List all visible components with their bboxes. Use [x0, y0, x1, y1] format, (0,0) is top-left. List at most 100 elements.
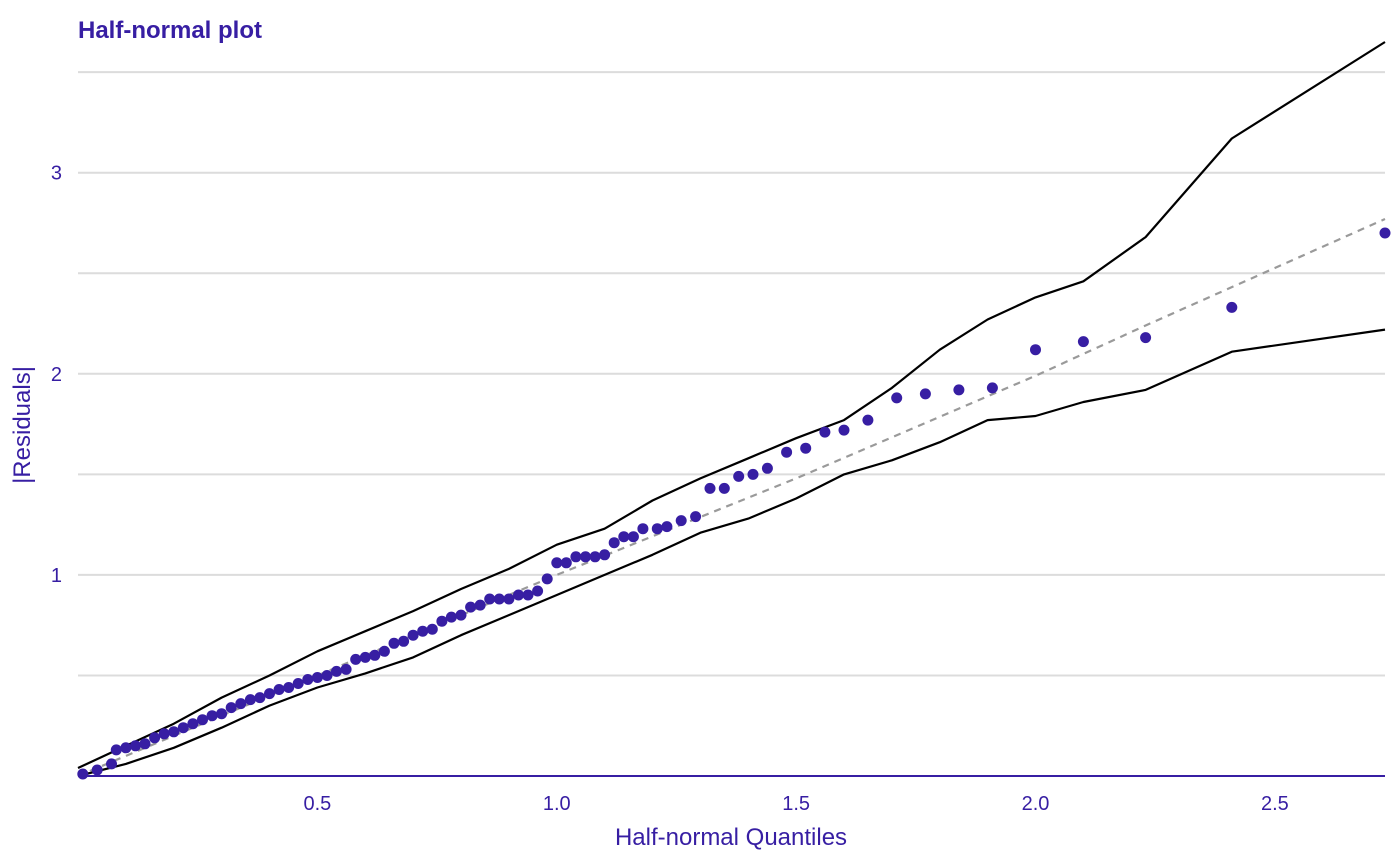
- x-tick-label: 0.5: [303, 793, 331, 815]
- data-point: [718, 482, 730, 494]
- data-point: [177, 722, 189, 734]
- y-axis-ticks: 1 2 3: [51, 163, 62, 587]
- data-point: [661, 521, 673, 533]
- envelope-upper-line: [77, 41, 1386, 769]
- x-tick-label: 2.5: [1261, 793, 1289, 815]
- data-point: [513, 589, 524, 601]
- data-point: [1077, 336, 1089, 348]
- data-point: [106, 758, 117, 770]
- data-point: [91, 764, 103, 776]
- data-point: [445, 611, 457, 623]
- data-point: [465, 601, 477, 613]
- data-point: [690, 511, 702, 523]
- gridlines: [78, 71, 1385, 677]
- data-point: [627, 531, 639, 543]
- data-point: [919, 388, 931, 400]
- data-point: [522, 589, 534, 601]
- data-point: [675, 515, 687, 527]
- data-point: [158, 728, 170, 740]
- data-point: [608, 537, 620, 549]
- data-point: [532, 585, 544, 597]
- data-point: [493, 593, 505, 605]
- data-point: [589, 551, 601, 563]
- envelope-lower-line: [77, 328, 1386, 778]
- data-point: [580, 551, 591, 563]
- data-point: [197, 714, 208, 726]
- data-point: [273, 684, 285, 695]
- x-axis-title: Half-normal Quantiles: [615, 824, 847, 851]
- data-point: [407, 629, 419, 641]
- data-point: [378, 645, 390, 657]
- y-tick-label: 2: [51, 364, 62, 386]
- x-tick-label: 1.0: [543, 793, 571, 815]
- data-point: [149, 732, 161, 744]
- data-point: [388, 637, 400, 649]
- data-point: [618, 531, 630, 543]
- data-points: [77, 227, 1391, 780]
- data-point: [340, 663, 352, 675]
- data-point: [130, 740, 141, 752]
- data-point: [110, 744, 122, 756]
- data-point: [235, 698, 247, 710]
- data-point: [311, 672, 323, 683]
- data-point: [474, 599, 486, 611]
- data-point: [321, 670, 333, 681]
- data-point: [891, 392, 903, 404]
- data-point: [283, 682, 295, 693]
- data-point: [704, 482, 716, 494]
- data-point: [1030, 344, 1041, 356]
- data-point: [168, 726, 180, 738]
- data-point: [426, 623, 438, 635]
- data-point: [733, 470, 745, 482]
- data-point: [503, 593, 515, 605]
- data-point: [986, 382, 998, 394]
- data-point: [781, 446, 793, 458]
- data-point: [637, 523, 649, 535]
- data-point: [244, 694, 256, 706]
- data-point: [331, 665, 342, 677]
- data-point: [953, 384, 965, 396]
- data-point: [651, 523, 663, 535]
- data-point: [369, 649, 381, 661]
- data-point: [216, 708, 228, 720]
- x-tick-label: 1.5: [782, 793, 810, 815]
- data-point: [747, 468, 759, 480]
- data-point: [225, 702, 237, 714]
- y-axis-title: |Residuals|: [9, 366, 36, 484]
- data-point: [77, 768, 89, 780]
- data-point: [560, 557, 572, 569]
- data-point: [484, 593, 496, 605]
- data-point: [187, 718, 199, 730]
- x-tick-label: 2.0: [1022, 793, 1050, 815]
- data-point: [398, 635, 410, 647]
- data-point: [350, 653, 362, 665]
- data-point: [139, 738, 151, 750]
- data-point: [292, 678, 304, 689]
- data-point: [819, 426, 831, 438]
- data-point: [551, 557, 563, 569]
- envelope-lines: [77, 41, 1386, 778]
- data-point: [264, 688, 275, 700]
- data-point: [254, 692, 266, 704]
- data-point: [1379, 227, 1391, 239]
- data-point: [302, 674, 314, 685]
- data-point: [838, 424, 850, 436]
- data-point: [1226, 301, 1238, 313]
- data-point: [862, 414, 874, 426]
- reference-line: [77, 217, 1386, 778]
- data-point: [800, 442, 812, 454]
- chart-title: Half-normal plot: [78, 17, 262, 44]
- data-point: [455, 609, 467, 621]
- reference-line-group: [77, 217, 1386, 778]
- data-point: [1140, 332, 1152, 344]
- data-point: [599, 549, 611, 561]
- data-point: [541, 573, 553, 585]
- x-axis-ticks: 0.5 1.0 1.5 2.0 2.5: [303, 793, 1288, 815]
- y-tick-label: 3: [51, 163, 62, 185]
- data-point: [436, 615, 448, 627]
- y-tick-label: 1: [51, 565, 62, 587]
- data-point: [761, 462, 773, 474]
- data-point: [206, 710, 218, 722]
- data-point: [120, 742, 132, 754]
